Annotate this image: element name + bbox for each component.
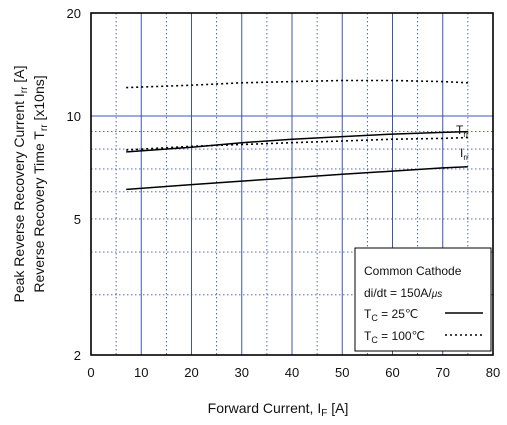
legend-entry-100c: TC = 100℃: [364, 329, 425, 345]
y-tick-label: 2: [74, 348, 81, 363]
tick-labels: 0 10 20 30 40 50 60 70 80 2 5 10 20: [67, 6, 501, 380]
y-tick-label: 10: [67, 109, 81, 124]
x-tick-label: 80: [486, 365, 500, 380]
legend-condition: di/dt = 150A/μs: [364, 286, 442, 300]
grid: [91, 13, 493, 355]
curve-label-trr: Trr: [456, 123, 469, 139]
y-axis-label-time: Reverse Recovery Time Trr [x10ns]: [31, 75, 50, 292]
x-axis-label: Forward Current, IF [A]: [208, 400, 349, 419]
series-line-irr-solid: [126, 166, 468, 191]
series-line-trr-solid: [126, 130, 468, 153]
x-tick-label: 50: [335, 365, 349, 380]
legend-entry-25c: TC = 25℃: [364, 307, 418, 323]
x-tick-label: 0: [87, 365, 94, 380]
y-tick-label: 5: [74, 212, 81, 227]
curve-label-irr: Irr: [460, 146, 469, 162]
legend: Common Cathode di/dt = 150A/μs TC = 25℃ …: [354, 247, 492, 352]
plot-frame: [90, 12, 494, 356]
x-tick-label: 40: [285, 365, 299, 380]
x-tick-label: 20: [184, 365, 198, 380]
y-tick-label: 20: [67, 6, 81, 21]
legend-title: Common Cathode: [364, 264, 462, 278]
x-tick-label: 70: [436, 365, 450, 380]
series-line-irr-dotted: [126, 136, 468, 151]
x-tick-label: 30: [235, 365, 249, 380]
legend-box: [354, 247, 492, 352]
x-tick-label: 10: [134, 365, 148, 380]
series-layer: [126, 79, 468, 191]
y-axis-label-current: Peak Reverse Recovery Current Irr [A]: [11, 66, 30, 303]
x-tick-label: 60: [385, 365, 399, 380]
series-line-trr-dotted: [126, 79, 468, 89]
